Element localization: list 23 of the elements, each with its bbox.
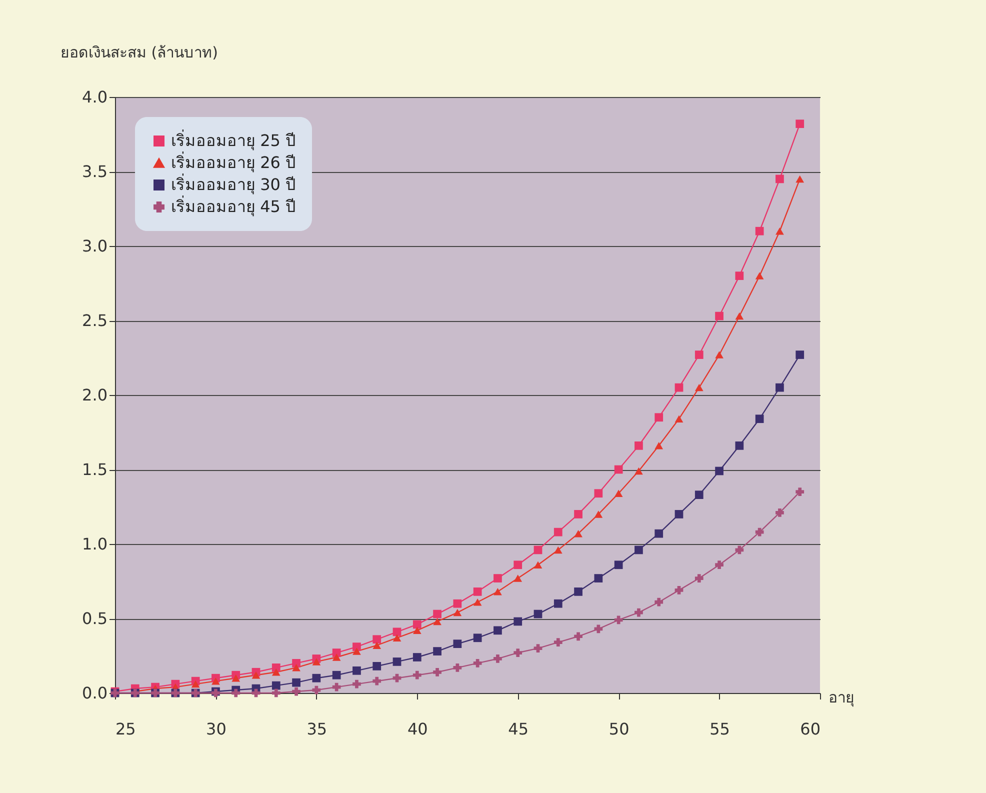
y-tick-label: 0.0 [82, 684, 108, 702]
x-tick-label: 45 [508, 720, 529, 738]
y-tick-label: 1.5 [82, 460, 108, 479]
x-tick-label: 35 [306, 720, 328, 738]
y-tick-label: 2.0 [82, 386, 108, 404]
x-tick-label: 60 [800, 720, 820, 738]
x-tick-label: 40 [407, 720, 428, 738]
legend-label: เริ่มออมอายุ 45 ปี [171, 195, 296, 217]
y-tick-label: 3.5 [82, 162, 108, 181]
y-tick-label: 2.5 [82, 311, 108, 330]
y-tick-label: 3.0 [82, 236, 108, 256]
legend-label: เริ่มออมอายุ 26 ปี [171, 151, 296, 173]
y-axis-title: ยอดเงินสะสม (ล้านบาท) [60, 44, 218, 62]
x-tick-label: 55 [710, 720, 730, 738]
x-tick-label: 30 [206, 720, 226, 738]
y-tick-label: 1.0 [82, 534, 108, 554]
x-axis-title: อายุ [828, 688, 854, 708]
legend-label: เริ่มออมอายุ 30 ปี [171, 173, 296, 195]
y-tick-label: 0.5 [82, 609, 108, 628]
x-tick-label: 25 [116, 720, 136, 738]
y-tick-label: 4.0 [82, 88, 108, 106]
x-tick-label: 50 [608, 720, 630, 738]
legend-label: เริ่มออมอายุ 25 ปี [171, 129, 296, 151]
